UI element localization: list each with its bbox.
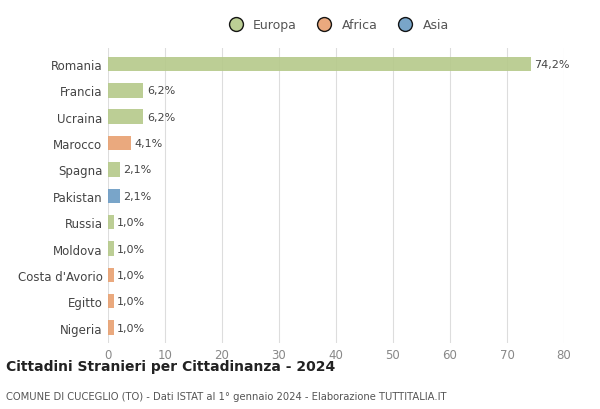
Bar [108, 84, 143, 99]
Legend: Europa, Africa, Asia: Europa, Africa, Asia [218, 14, 454, 37]
Bar [108, 189, 120, 204]
Bar [108, 268, 114, 283]
Bar [108, 58, 531, 72]
Bar [108, 137, 131, 151]
Text: 1,0%: 1,0% [117, 323, 145, 333]
Text: 4,1%: 4,1% [135, 139, 163, 149]
Bar [108, 163, 120, 177]
Bar [108, 216, 114, 230]
Text: 1,0%: 1,0% [117, 270, 145, 280]
Text: 1,0%: 1,0% [117, 218, 145, 227]
Bar [108, 242, 114, 256]
Text: 6,2%: 6,2% [147, 86, 175, 96]
Text: 1,0%: 1,0% [117, 297, 145, 306]
Bar [108, 110, 143, 125]
Text: COMUNE DI CUCEGLIO (TO) - Dati ISTAT al 1° gennaio 2024 - Elaborazione TUTTITALI: COMUNE DI CUCEGLIO (TO) - Dati ISTAT al … [6, 391, 446, 401]
Text: 74,2%: 74,2% [535, 60, 570, 70]
Bar [108, 321, 114, 335]
Text: 1,0%: 1,0% [117, 244, 145, 254]
Text: Cittadini Stranieri per Cittadinanza - 2024: Cittadini Stranieri per Cittadinanza - 2… [6, 359, 335, 373]
Text: 6,2%: 6,2% [147, 112, 175, 122]
Text: 2,1%: 2,1% [124, 191, 152, 201]
Bar [108, 294, 114, 309]
Text: 2,1%: 2,1% [124, 165, 152, 175]
